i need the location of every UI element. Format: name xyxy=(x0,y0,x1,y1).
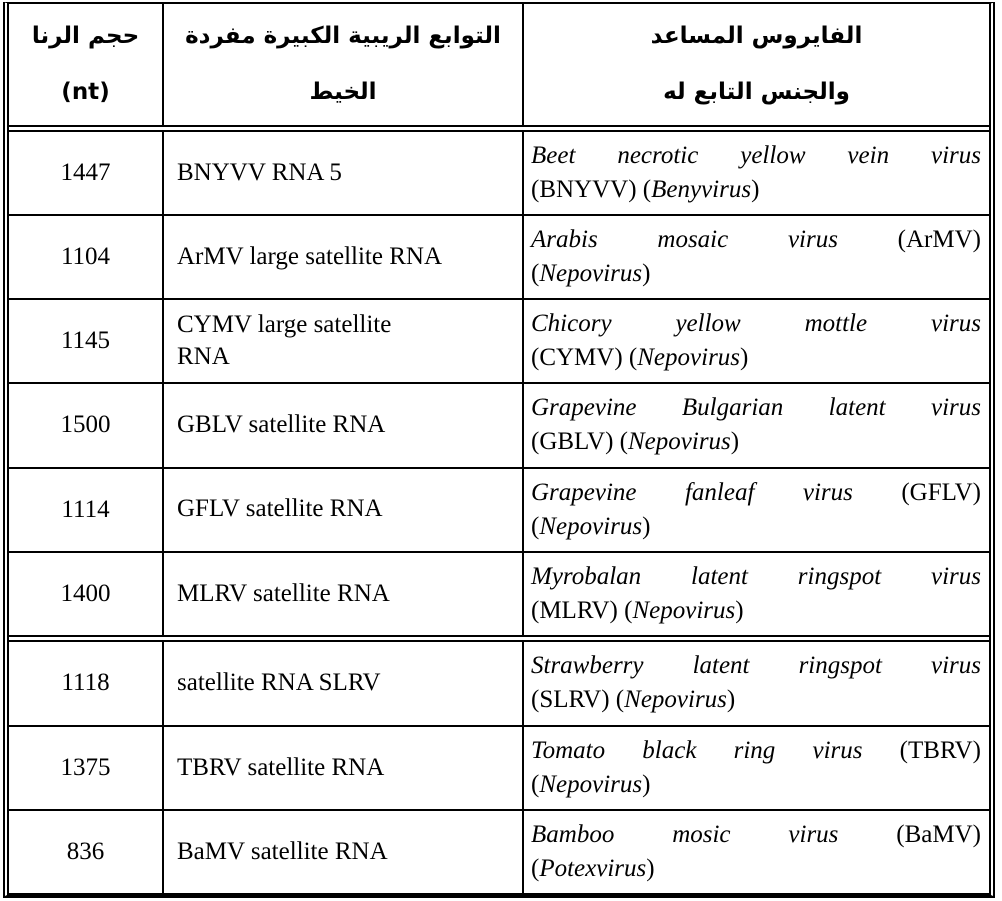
satellite-name-line: satellite RNA SLRV xyxy=(177,669,381,697)
satellite-rna-table: حجم الرنا (nt) التوابع الريبية الكبيرة م… xyxy=(9,4,989,893)
header-satellite: التوابع الريبية الكبيرة مفردة الخيط xyxy=(162,4,524,132)
satellite-rna-table-frame: حجم الرنا (nt) التوابع الريبية الكبيرة م… xyxy=(3,2,995,898)
satellite-name-line: BNYVV RNA 5 xyxy=(177,158,342,186)
rna-size-cell: 1114 xyxy=(9,466,164,553)
table-header: حجم الرنا (nt) التوابع الريبية الكبيرة م… xyxy=(9,4,989,132)
satellite-name-line: GFLV satellite RNA xyxy=(177,495,383,523)
helper-virus-cell: Tomato black ring virus (TBRV) (Nepovirus… xyxy=(522,724,989,811)
satellite-name-line: MLRV satellite RNA xyxy=(177,579,390,607)
header-rna-size-line1: حجم الرنا xyxy=(31,22,140,49)
virus-name-line: (MLRV) (Nepovirus) xyxy=(531,596,744,624)
header-helper-virus-line2: والجنس التابع له xyxy=(663,79,850,106)
satellite-name-line: TBRV satellite RNA xyxy=(177,753,385,781)
table-row: 1500 GBLV satellite RNA Grapevine Bulgaria… xyxy=(9,382,989,469)
satellite-name-line: CYMV large satellite xyxy=(177,310,392,338)
virus-name-line: Chicory yellow mottle virus xyxy=(531,310,981,338)
satellite-name-cell: BNYVV RNA 5 xyxy=(162,126,524,217)
header-satellite-line2: الخيط xyxy=(309,79,377,106)
virus-name-line: Grapevine Bulgarian latent virus xyxy=(531,394,981,422)
virus-name-line: (CYMV) (Nepovirus) xyxy=(531,344,749,372)
table-row: 1114 GFLV satellite RNA Grapevine fanleaf … xyxy=(9,466,989,553)
helper-virus-cell: Grapevine Bulgarian latent virus (GBLV) (… xyxy=(522,382,989,469)
rna-size-cell: 1104 xyxy=(9,214,164,301)
satellite-name-cell: TBRV satellite RNA xyxy=(162,724,524,811)
rna-size-cell: 1447 xyxy=(9,126,164,217)
table-body: 1447 BNYVV RNA 5 Beet necrotic yellow vein… xyxy=(9,126,989,893)
table-row: 836 BaMV satellite RNA Bamboo mosic virus … xyxy=(9,808,989,893)
rna-size-cell: 1118 xyxy=(9,637,164,727)
rna-size-cell: 1145 xyxy=(9,298,164,385)
virus-name-line: Beet necrotic yellow vein virus xyxy=(531,141,981,169)
helper-virus-cell: Beet necrotic yellow vein virus (BNYVV) (… xyxy=(522,126,989,217)
rna-size-cell: 1400 xyxy=(9,550,164,643)
satellite-name-cell: GBLV satellite RNA xyxy=(162,382,524,469)
rna-size-cell: 836 xyxy=(9,808,164,893)
header-row: حجم الرنا (nt) التوابع الريبية الكبيرة م… xyxy=(9,4,989,132)
virus-name-line: (Nepovirus) xyxy=(531,512,651,540)
header-helper-virus: الفايروس المساعد والجنس التابع له xyxy=(522,4,989,132)
rna-size-cell: 1500 xyxy=(9,382,164,469)
virus-name-line: Tomato black ring virus (TBRV) xyxy=(531,736,981,764)
virus-name-line: (GBLV) (Nepovirus) xyxy=(531,428,740,456)
header-satellite-line1: التوابع الريبية الكبيرة مفردة xyxy=(185,22,501,49)
helper-virus-cell: Myrobalan latent ringspot virus (MLRV) (N… xyxy=(522,550,989,643)
virus-name-line: (Nepovirus) xyxy=(531,770,651,798)
helper-virus-cell: Chicory yellow mottle virus (CYMV) (Nepov… xyxy=(522,298,989,385)
helper-virus-cell: Arabis mosaic virus (ArMV) (Nepovirus) xyxy=(522,214,989,301)
helper-virus-cell: Grapevine fanleaf virus (GFLV) (Nepovirus… xyxy=(522,466,989,553)
satellite-name-line: ArMV large satellite RNA xyxy=(177,242,443,270)
virus-name-line: (Potexvirus) xyxy=(531,854,655,882)
satellite-name-line: RNA xyxy=(177,343,230,371)
virus-name-line: Strawberry latent ringspot virus xyxy=(531,652,981,680)
satellite-name-line: BaMV satellite RNA xyxy=(177,837,388,865)
satellite-name-cell: CYMV large satellite RNA xyxy=(162,298,524,385)
satellite-name-cell: satellite RNA SLRV xyxy=(162,637,524,727)
satellite-name-cell: MLRV satellite RNA xyxy=(162,550,524,643)
header-helper-virus-line1: الفايروس المساعد xyxy=(650,22,863,49)
virus-name-line: Myrobalan latent ringspot virus xyxy=(531,562,981,590)
table-row: 1375 TBRV satellite RNA Tomato black ring … xyxy=(9,724,989,811)
satellite-name-cell: BaMV satellite RNA xyxy=(162,808,524,893)
satellite-name-line: GBLV satellite RNA xyxy=(177,411,386,439)
satellite-name-cell: GFLV satellite RNA xyxy=(162,466,524,553)
table-row: 1400 MLRV satellite RNA Myrobalan latent r… xyxy=(9,550,989,643)
rna-size-cell: 1375 xyxy=(9,724,164,811)
table-row: 1104 ArMV large satellite RNA Arabis mosai… xyxy=(9,214,989,301)
table-row: 1145 CYMV large satellite RNA Chicory yello… xyxy=(9,298,989,385)
helper-virus-cell: Strawberry latent ringspot virus (SLRV) (… xyxy=(522,637,989,727)
table-row: 1447 BNYVV RNA 5 Beet necrotic yellow vein… xyxy=(9,126,989,217)
virus-name-line: (BNYVV) (Benyvirus) xyxy=(531,175,760,203)
virus-name-line: Arabis mosaic virus (ArMV) xyxy=(531,226,981,254)
virus-name-line: (Nepovirus) xyxy=(531,260,651,288)
header-rna-size: حجم الرنا (nt) xyxy=(9,4,164,132)
virus-name-line: (SLRV) (Nepovirus) xyxy=(531,686,736,714)
satellite-name-cell: ArMV large satellite RNA xyxy=(162,214,524,301)
header-rna-size-line2: (nt) xyxy=(61,79,110,106)
virus-name-line: Grapevine fanleaf virus (GFLV) xyxy=(531,478,981,506)
virus-name-line: Bamboo mosic virus (BaMV) xyxy=(531,820,981,848)
helper-virus-cell: Bamboo mosic virus (BaMV) (Potexvirus) xyxy=(522,808,989,893)
table-row: 1118 satellite RNA SLRV Strawberry latent … xyxy=(9,637,989,727)
